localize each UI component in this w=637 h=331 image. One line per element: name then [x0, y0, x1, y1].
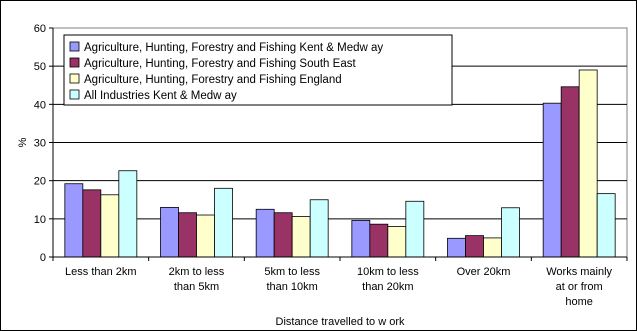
- bar: [447, 237, 466, 258]
- legend-swatch: [69, 41, 80, 52]
- bar: [501, 207, 520, 258]
- bar: [160, 206, 179, 258]
- y-axis: 0 10 20 30 40 50 60: [34, 23, 54, 264]
- y-tick-label: 30: [34, 138, 46, 150]
- bar: [387, 226, 407, 258]
- bar: [196, 214, 215, 258]
- y-tick-label: 0: [40, 252, 46, 264]
- legend-entry: Agriculture, Hunting, Forestry and Fishi…: [84, 74, 342, 86]
- bar: [214, 187, 233, 258]
- legend-box: [63, 34, 453, 106]
- y-tick-label: 50: [34, 61, 46, 73]
- legend-entry: All Industries Kent & Medw ay: [84, 90, 237, 102]
- legend-swatch: [69, 57, 80, 68]
- y-axis-title: %: [17, 137, 29, 147]
- bar: [178, 212, 197, 258]
- legend: Agriculture, Hunting, Forestry and Fishi…: [63, 34, 453, 106]
- bar: [560, 86, 580, 258]
- x-category-label: Works mainly at or from home: [546, 266, 612, 308]
- x-category-label: 2km to less than 5km: [169, 266, 225, 293]
- bar: [118, 170, 138, 258]
- bar: [578, 69, 598, 258]
- bar: [542, 102, 562, 258]
- y-tick-label: 60: [34, 23, 46, 35]
- bar: [465, 235, 484, 258]
- x-category-label: 10km to less than 20km: [357, 266, 419, 293]
- bar: [291, 216, 311, 258]
- y-tick-label: 40: [34, 99, 46, 111]
- x-category-label: Over 20km: [457, 266, 511, 278]
- bar: [369, 223, 389, 258]
- legend-entry: Agriculture, Hunting, Forestry and Fishi…: [84, 58, 356, 70]
- x-axis: Less than 2km 2km to less than 5km 5km to l…: [52, 256, 628, 308]
- bar: [255, 208, 275, 258]
- bar: [596, 193, 616, 258]
- bar: [64, 183, 84, 258]
- x-category-label: Less than 2km: [65, 266, 137, 278]
- x-axis-title: Distance travelled to w ork: [276, 316, 405, 328]
- bar: [309, 199, 329, 258]
- bars: [64, 69, 616, 258]
- bar: [405, 200, 425, 258]
- bar: [351, 219, 371, 258]
- bar: [483, 237, 502, 258]
- x-category-label: 5km to less than 10km: [264, 266, 320, 293]
- legend-swatch: [69, 73, 80, 84]
- bar: [100, 194, 120, 258]
- legend-entry: Agriculture, Hunting, Forestry and Fishi…: [84, 42, 383, 54]
- bar: [82, 189, 102, 258]
- bar: [273, 212, 293, 258]
- legend-swatch: [69, 89, 80, 100]
- y-tick-label: 20: [34, 176, 46, 188]
- y-tick-label: 10: [34, 214, 46, 226]
